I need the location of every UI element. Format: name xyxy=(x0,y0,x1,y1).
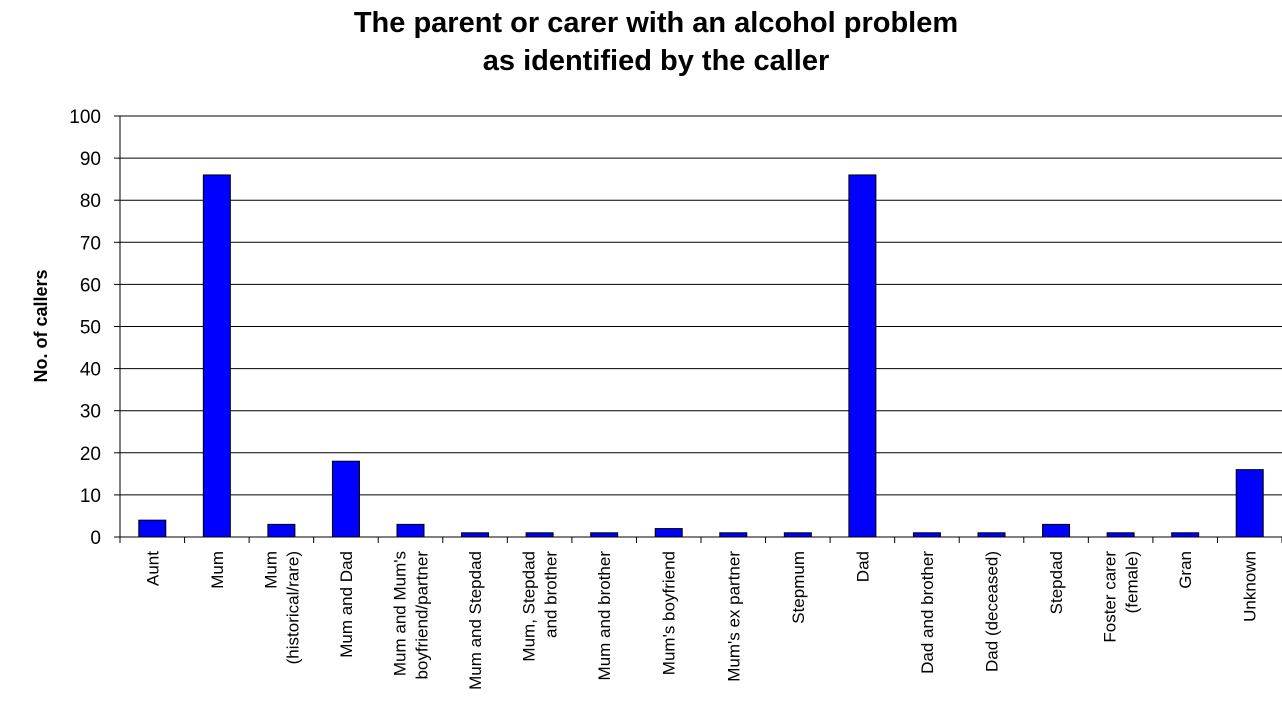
bar xyxy=(202,174,231,538)
y-tick-label: 30 xyxy=(80,402,101,423)
y-tick-label: 10 xyxy=(80,486,101,507)
y-tick-label: 60 xyxy=(80,275,101,296)
x-category-label: Dad and brother xyxy=(918,551,937,674)
chart-title: The parent or carer with an alcohol prob… xyxy=(0,4,1282,80)
bar xyxy=(977,532,1006,538)
x-category-label: Mum and brother xyxy=(595,551,614,681)
x-category-label: Mum xyxy=(261,551,280,589)
bar xyxy=(654,528,683,538)
bar xyxy=(719,532,748,538)
x-category-label: Mum's boyfriend xyxy=(660,551,679,675)
y-tick-label: 70 xyxy=(80,233,101,254)
y-tick-label: 20 xyxy=(80,444,101,465)
x-category-label: Unknown xyxy=(1241,551,1260,622)
bar xyxy=(912,532,941,538)
y-tick-label: 40 xyxy=(80,360,101,381)
chart-title-line-1: The parent or carer with an alcohol prob… xyxy=(353,7,959,39)
x-category-label: Mum xyxy=(208,551,227,589)
y-tick-label: 0 xyxy=(90,528,101,549)
x-category-label: Mum, Stepdad xyxy=(520,551,539,662)
x-category-label: Foster carer xyxy=(1101,551,1120,643)
x-category-label: and brother xyxy=(542,551,561,638)
x-category-label: (historical/rare) xyxy=(283,551,302,664)
y-tick-label: 90 xyxy=(80,149,101,170)
x-category-label: (female) xyxy=(1123,551,1142,613)
bar xyxy=(396,523,425,538)
x-category-labels: Aunt Mum Mum (historical/rare) Mum and Dad Mu… xyxy=(143,551,1259,690)
x-category-label: Dad (deceased) xyxy=(983,551,1002,672)
x-category-label: Mum and Mum's xyxy=(391,551,410,676)
bar xyxy=(783,532,812,538)
axes xyxy=(119,116,1282,543)
x-category-label: Mum's ex partner xyxy=(724,551,743,682)
y-axis-label: No. of callers xyxy=(31,269,51,382)
x-category-label: Gran xyxy=(1176,551,1195,589)
bar xyxy=(1042,523,1071,538)
bar xyxy=(1235,469,1264,538)
y-tick-label: 80 xyxy=(80,191,101,212)
bar xyxy=(1171,532,1200,538)
x-category-label: Dad xyxy=(853,551,872,582)
x-category-label: Mum and Stepdad xyxy=(466,551,485,690)
x-category-label: Stepdad xyxy=(1047,551,1066,614)
x-category-label: Stepmum xyxy=(789,551,808,624)
bar xyxy=(331,460,360,538)
chart-title-line-2: as identified by the caller xyxy=(482,45,830,77)
bar xyxy=(848,174,877,538)
gridlines xyxy=(114,115,1282,538)
y-tick-label: 50 xyxy=(80,318,101,339)
x-category-label: Aunt xyxy=(143,551,162,586)
bar xyxy=(267,523,296,538)
bar xyxy=(590,532,619,538)
x-category-label: Mum and Dad xyxy=(337,551,356,658)
bar xyxy=(138,519,167,538)
y-tick-labels: 0 10 20 30 40 50 60 70 80 90 100 xyxy=(69,107,101,549)
y-tick-label: 100 xyxy=(69,107,101,128)
bar xyxy=(525,532,554,538)
bar xyxy=(1106,532,1135,538)
bar xyxy=(461,532,490,538)
bars xyxy=(138,174,1264,538)
x-category-label: boyfriend/partner xyxy=(413,551,432,680)
